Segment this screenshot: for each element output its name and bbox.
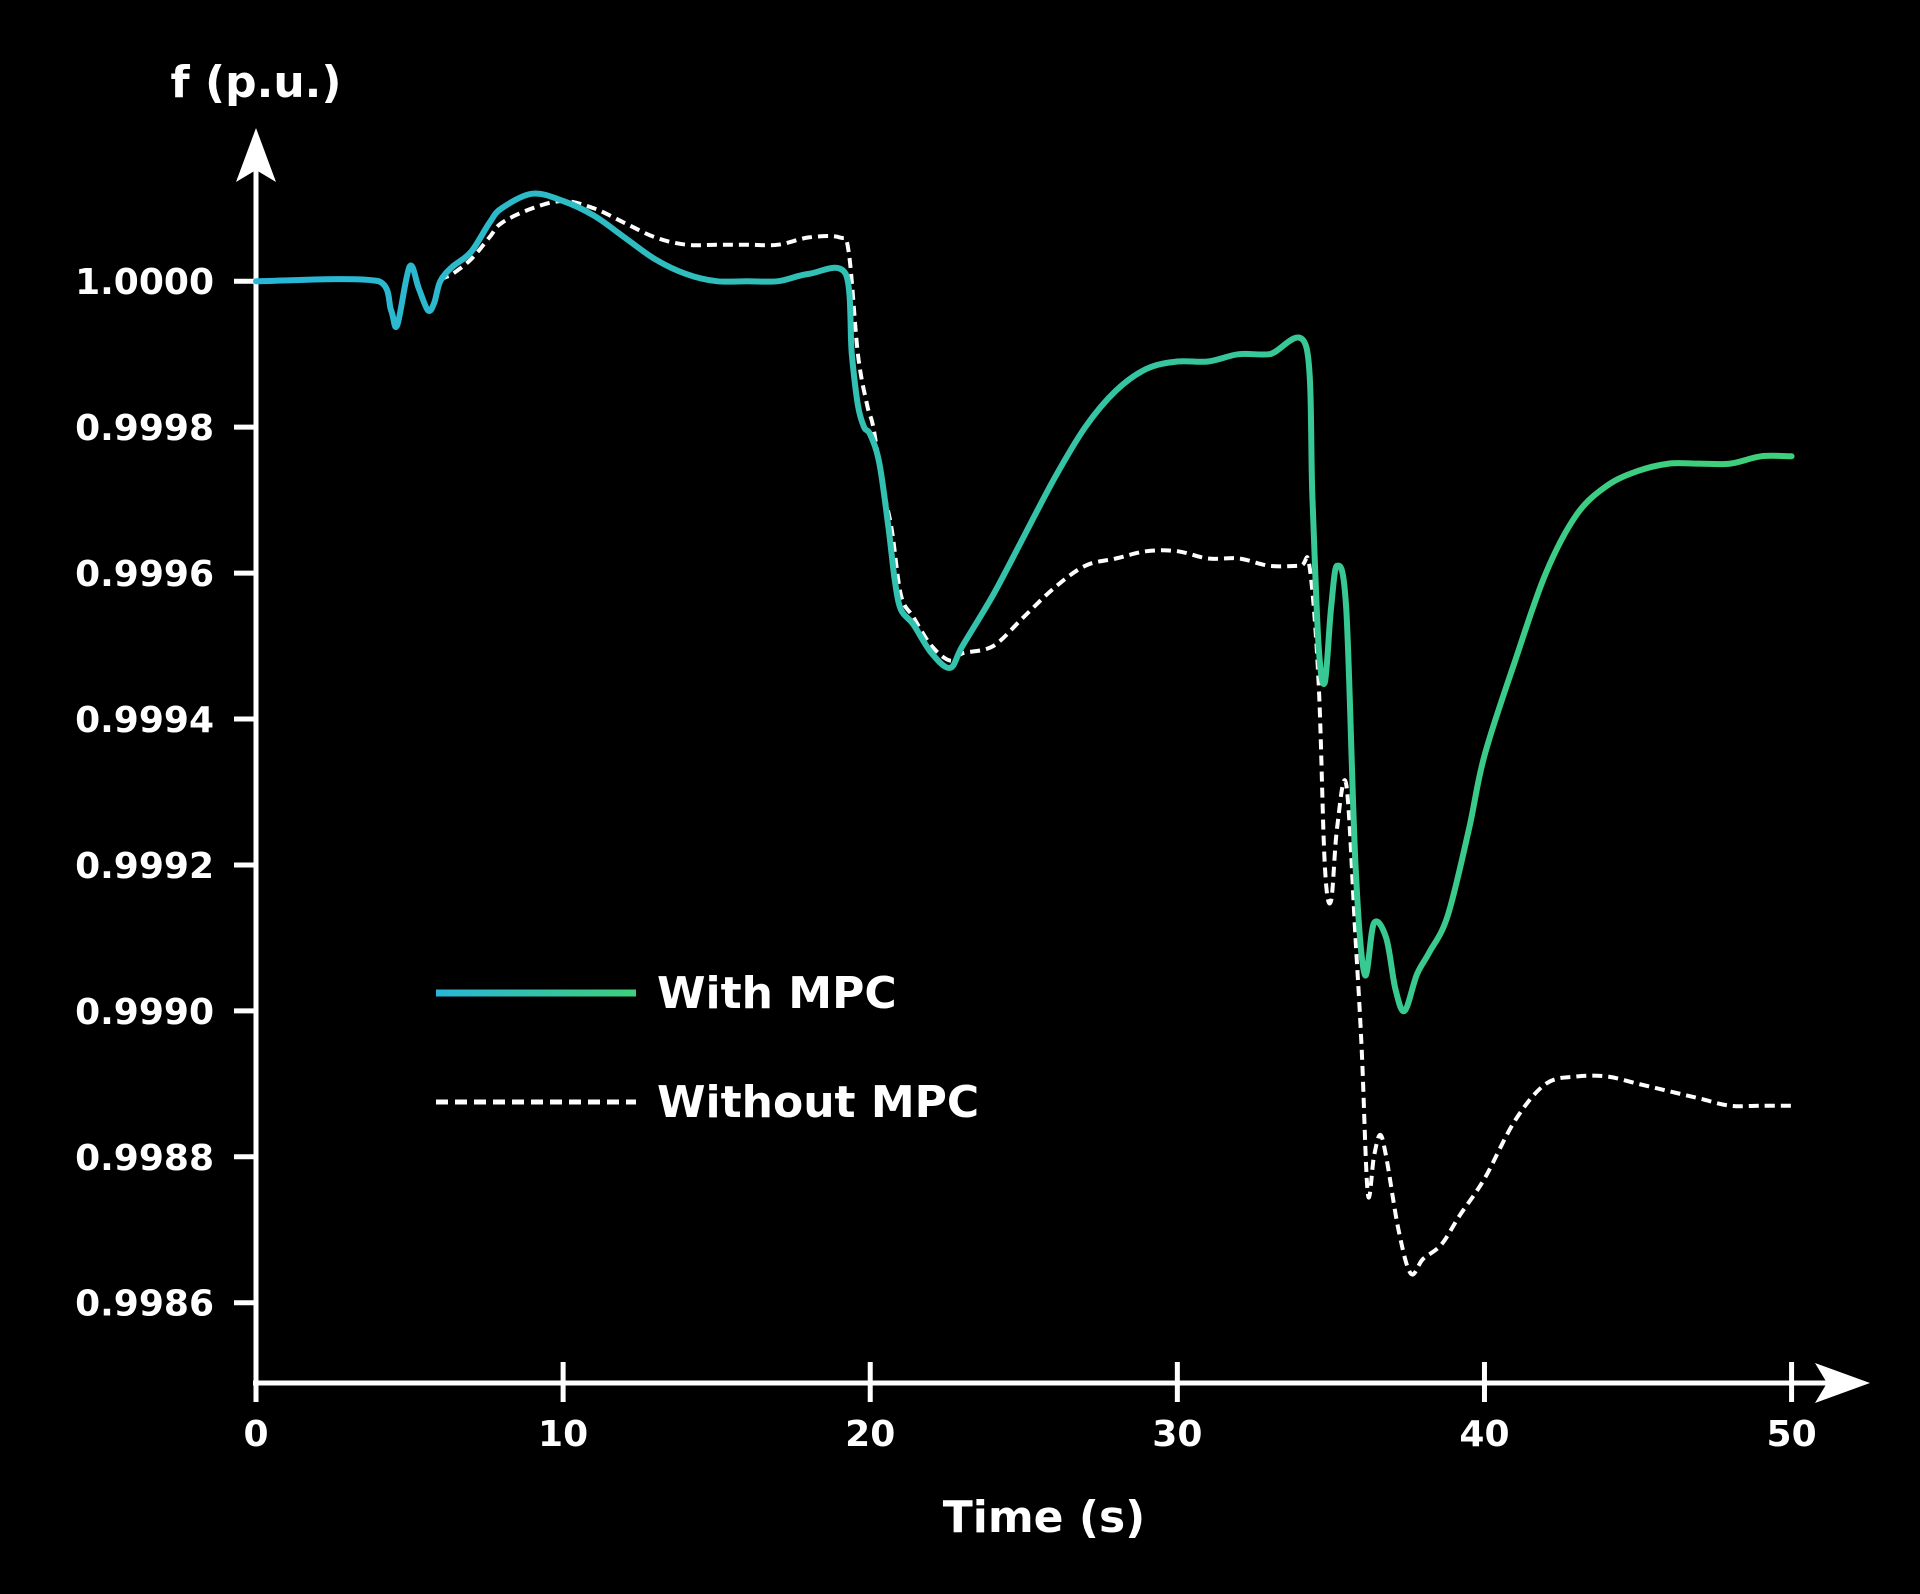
legend-label-without-mpc: Without MPC (657, 1077, 979, 1128)
y-tick-label: 0.9996 (75, 554, 214, 595)
y-tick-label: 1.0000 (75, 262, 214, 303)
y-axis-title: f (p.u.) (171, 57, 342, 108)
x-tick-label: 0 (243, 1414, 268, 1455)
y-ticks: 1.0000 0.9998 0.9996 0.9994 0.9992 0.9990 0.99… (75, 262, 256, 1325)
y-tick-label: 0.9992 (75, 846, 214, 887)
y-tick-label: 0.9988 (75, 1138, 214, 1179)
x-tick-label: 30 (1152, 1414, 1202, 1455)
legend-label-with-mpc: With MPC (657, 968, 897, 1019)
series-line-with-mpc (253, 190, 1795, 1015)
x-tick-label: 50 (1767, 1414, 1817, 1455)
x-tick-label: 10 (538, 1414, 588, 1455)
y-tick-label: 0.9994 (75, 700, 214, 741)
series-layer (253, 190, 1795, 1277)
y-axis-arrow (236, 128, 276, 182)
x-axis-title: Time (s) (943, 1492, 1146, 1543)
axes (236, 128, 1870, 1403)
x-axis-arrow (1815, 1363, 1870, 1403)
y-tick-label: 0.9986 (75, 1284, 214, 1325)
y-tick-label: 0.9990 (75, 992, 214, 1033)
y-tick-label: 0.9998 (75, 408, 214, 449)
x-tick-label: 40 (1459, 1414, 1509, 1455)
series-line-without-mpc (255, 199, 1792, 1277)
legend: With MPC Without MPC (436, 968, 979, 1128)
x-ticks: 0 10 20 30 40 50 (243, 1362, 1817, 1455)
x-tick-label: 20 (845, 1414, 895, 1455)
